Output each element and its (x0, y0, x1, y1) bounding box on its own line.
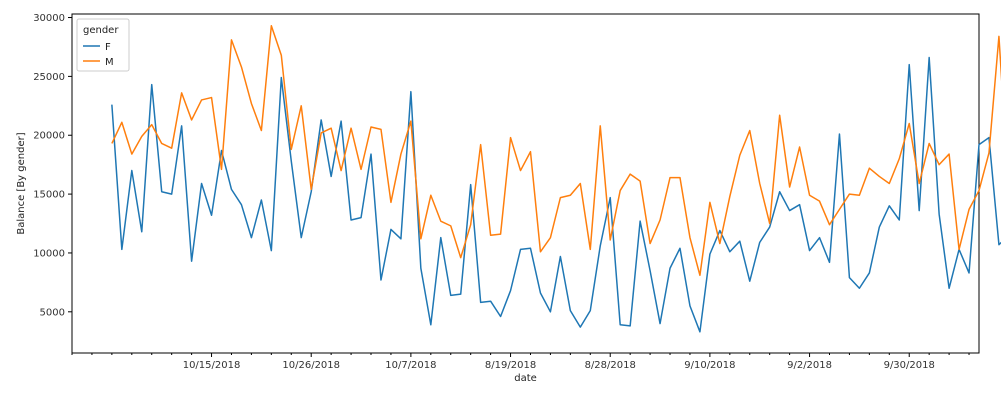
legend-box (76, 18, 130, 72)
legend-label-m: M (105, 57, 114, 68)
y-tick-label: 30000 (33, 13, 65, 24)
y-tick-label: 5000 (40, 307, 65, 318)
x-tick-label: 10/26/2018 (282, 360, 340, 371)
series-lines (111, 25, 1001, 333)
y-axis-label: Balance [By gender] (16, 132, 27, 234)
x-axis-label: date (514, 373, 537, 384)
x-tick-label: 9/30/2018 (884, 360, 935, 371)
x-tick-label: 9/2/2018 (787, 360, 832, 371)
x-tick-label: 9/10/2018 (684, 360, 735, 371)
x-tick-label: 8/19/2018 (485, 360, 536, 371)
y-tick-label: 20000 (33, 131, 65, 142)
series-line-f (111, 56, 1001, 333)
y-tick-label: 10000 (33, 248, 65, 259)
y-axis-ticks: 5000 10000 15000 20000 25000 30000 (33, 13, 72, 318)
x-axis-ticks: 10/15/2018 10/26/2018 10/7/2018 8/19/2018 8/… (71, 353, 970, 371)
x-tick-label: 8/28/2018 (585, 360, 636, 371)
plot-area (71, 13, 980, 354)
legend-label-f: F (105, 42, 111, 53)
series-line-m (111, 25, 1001, 277)
y-tick-label: 25000 (33, 72, 65, 83)
x-tick-label: 10/7/2018 (385, 360, 436, 371)
legend-title: gender (83, 25, 119, 36)
legend: gender F M (76, 18, 130, 72)
y-tick-label: 15000 (33, 190, 65, 201)
x-tick-label: 10/15/2018 (183, 360, 241, 371)
